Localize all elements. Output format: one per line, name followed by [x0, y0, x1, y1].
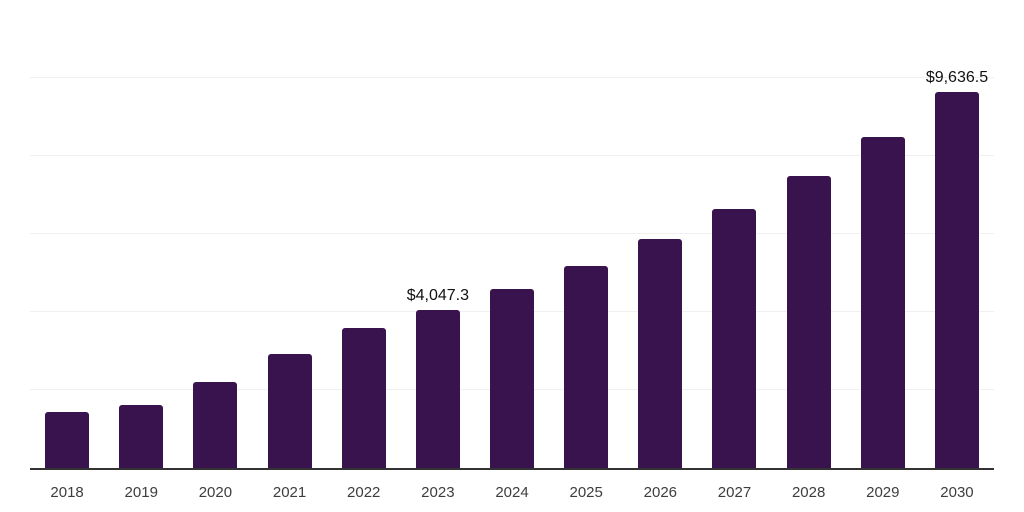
x-tick-label-2028: 2028	[791, 484, 826, 501]
bar-2025	[564, 266, 609, 468]
bar-slot-2026	[623, 0, 697, 468]
bar-slot-2020	[178, 0, 252, 468]
bar-slot-2028	[772, 0, 846, 468]
bar-value-label-2023: $4,047.3	[406, 287, 469, 305]
x-tick-label-2025: 2025	[569, 484, 603, 501]
bar-2029	[860, 136, 905, 468]
bar-slot-2029	[846, 0, 920, 468]
gridline-6000	[30, 233, 994, 234]
bar-slot-2022	[327, 0, 401, 468]
bar-2022	[341, 328, 386, 468]
bar-slot-2018	[30, 0, 104, 468]
bar-slot-2027	[697, 0, 771, 468]
x-tick-label-2030: 2030	[940, 484, 974, 501]
bar-value-label-2030: $9,636.5	[925, 69, 989, 87]
x-tick-label-2020: 2020	[198, 484, 233, 501]
plot-area: $4,047.3 $9,636.5	[30, 0, 994, 470]
bar-2026	[638, 239, 683, 468]
x-tick-label-2019: 2019	[124, 484, 158, 501]
x-tick-label-2023: 2023	[421, 484, 455, 501]
bar-2018	[45, 412, 90, 468]
bar-slot-2024	[475, 0, 549, 468]
gridline-8000	[30, 155, 994, 157]
bar-2024	[490, 289, 535, 468]
bar-slot-2030: $9,636.5	[920, 0, 994, 468]
x-tick-label-2021: 2021	[272, 484, 307, 501]
bar-2023	[415, 310, 460, 468]
bars-layer: $4,047.3 $9,636.5	[30, 0, 994, 468]
x-tick-label-2027: 2027	[717, 484, 752, 501]
x-tick-label-2026: 2026	[643, 484, 678, 501]
bar-2021	[267, 353, 312, 468]
bar-2030	[934, 92, 979, 468]
bar-slot-2019	[104, 0, 178, 468]
gridline-10000	[30, 77, 994, 78]
x-tick-label-2022: 2022	[347, 484, 381, 501]
x-tick-label-2029: 2029	[866, 484, 900, 501]
bar-2028	[786, 175, 831, 468]
x-tick-label-2024: 2024	[495, 484, 529, 501]
bar-slot-2023: $4,047.3	[401, 0, 475, 468]
bar-2020	[193, 382, 238, 468]
bar-slot-2025	[549, 0, 623, 468]
x-axis: 2018 2019 2020 2021 2022 2023 2024 2025 2026 2027…	[30, 470, 994, 512]
bar-2019	[119, 404, 164, 468]
bar-2027	[712, 209, 757, 468]
x-tick-label-2018: 2018	[50, 484, 84, 501]
bar-slot-2021	[252, 0, 326, 468]
